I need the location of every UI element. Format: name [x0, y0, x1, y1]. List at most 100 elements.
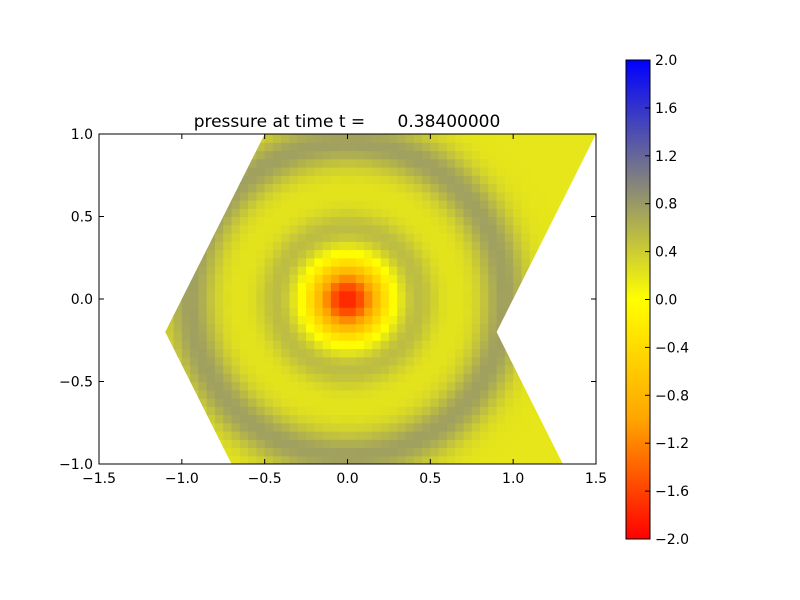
heatmap-cell: [546, 200, 556, 209]
heatmap-cell: [513, 340, 523, 350]
heatmap-cell: [579, 323, 589, 333]
heatmap-cell: [330, 414, 340, 424]
heatmap-cell: [124, 175, 133, 184]
heatmap-cell: [538, 332, 547, 341]
heatmap-cell: [380, 175, 390, 185]
heatmap-cell: [223, 175, 233, 185]
heatmap-cell: [339, 431, 349, 440]
heatmap-cell: [480, 332, 489, 341]
heatmap-cell: [339, 299, 349, 308]
heatmap-cell: [587, 224, 596, 234]
heatmap-cell: [281, 142, 291, 152]
heatmap-cell: [504, 142, 514, 152]
heatmap-cell: [463, 356, 473, 366]
heatmap-cell: [347, 158, 357, 168]
heatmap-cell: [239, 266, 249, 275]
heatmap-cell: [579, 389, 589, 399]
heatmap-cell: [99, 283, 108, 292]
heatmap-cell: [314, 167, 324, 176]
heatmap-cell: [272, 447, 282, 457]
heatmap-cell: [529, 414, 539, 424]
heatmap-cell: [521, 249, 531, 259]
heatmap-cell: [190, 447, 199, 457]
heatmap-cell: [306, 290, 315, 300]
heatmap-cell: [306, 431, 315, 440]
heatmap-cell: [372, 282, 382, 292]
heatmap-cell: [281, 134, 291, 143]
heatmap-cell: [579, 257, 589, 267]
heatmap-cell: [165, 191, 166, 201]
heatmap-cell: [463, 431, 473, 440]
heatmap-cell: [173, 274, 183, 284]
heatmap-cell: [181, 282, 191, 292]
heatmap-cell: [546, 332, 556, 341]
heatmap-cell: [521, 257, 531, 267]
heatmap-cell: [405, 348, 415, 358]
heatmap-cell: [132, 266, 141, 275]
heatmap-cell: [372, 356, 382, 366]
heatmap-cell: [546, 299, 556, 308]
heatmap-cell: [330, 200, 340, 209]
heatmap-cell: [405, 315, 415, 325]
heatmap-cell: [173, 266, 183, 275]
heatmap-cell: [322, 134, 332, 143]
heatmap-cell: [364, 224, 373, 234]
heatmap-cell: [289, 315, 299, 325]
colorbar-tick-label: 2.0: [655, 53, 677, 69]
heatmap-cell: [579, 356, 589, 366]
heatmap-cell: [538, 389, 547, 399]
heatmap-cell: [488, 431, 498, 440]
heatmap-cell: [488, 208, 498, 218]
x-tick-label: −1.0: [165, 471, 199, 487]
heatmap-cell: [107, 448, 116, 457]
heatmap-cell: [538, 158, 547, 168]
heatmap-cell: [430, 332, 440, 341]
heatmap-cell: [272, 290, 282, 300]
heatmap-cell: [554, 158, 564, 168]
heatmap-cell: [529, 191, 539, 201]
heatmap-cell: [388, 323, 398, 333]
heatmap-cell: [496, 431, 506, 440]
heatmap-cell: [380, 307, 390, 317]
heatmap-cell: [239, 356, 249, 366]
heatmap-cell: [364, 373, 373, 383]
heatmap-cell: [256, 348, 266, 358]
heatmap-cell: [471, 191, 481, 201]
heatmap-cell: [181, 183, 191, 193]
heatmap-cell: [388, 447, 398, 457]
heatmap-cell: [554, 389, 564, 399]
heatmap-cell: [422, 249, 431, 259]
heatmap-cell: [405, 266, 415, 275]
heatmap-cell: [546, 307, 556, 317]
heatmap-cell: [231, 439, 241, 449]
heatmap-cell: [99, 175, 108, 184]
heatmap-cell: [314, 356, 324, 366]
heatmap-cell: [339, 439, 349, 449]
heatmap-cell: [587, 233, 596, 242]
heatmap-cell: [248, 356, 257, 366]
heatmap-cell: [149, 250, 158, 259]
heatmap-cell: [281, 356, 291, 366]
heatmap-cell: [322, 167, 332, 176]
heatmap-cell: [562, 266, 572, 275]
heatmap-cell: [206, 307, 216, 317]
heatmap-cell: [347, 191, 357, 201]
heatmap-cell: [587, 315, 596, 325]
heatmap-cell: [372, 290, 382, 300]
heatmap-cell: [538, 307, 547, 317]
heatmap-cell: [422, 150, 431, 160]
heatmap-cell: [388, 266, 398, 275]
heatmap-cell: [289, 439, 299, 449]
heatmap-cell: [264, 257, 274, 267]
heatmap-cell: [554, 142, 564, 152]
heatmap-cell: [190, 365, 199, 374]
heatmap-cell: [306, 447, 315, 457]
heatmap-cell: [107, 208, 116, 217]
heatmap-cell: [107, 134, 116, 143]
heatmap-cell: [165, 447, 175, 457]
heatmap-cell: [513, 208, 523, 218]
heatmap-cell: [422, 282, 431, 292]
heatmap-cell: [264, 282, 274, 292]
heatmap-cell: [521, 241, 531, 251]
heatmap-cell: [504, 150, 514, 160]
